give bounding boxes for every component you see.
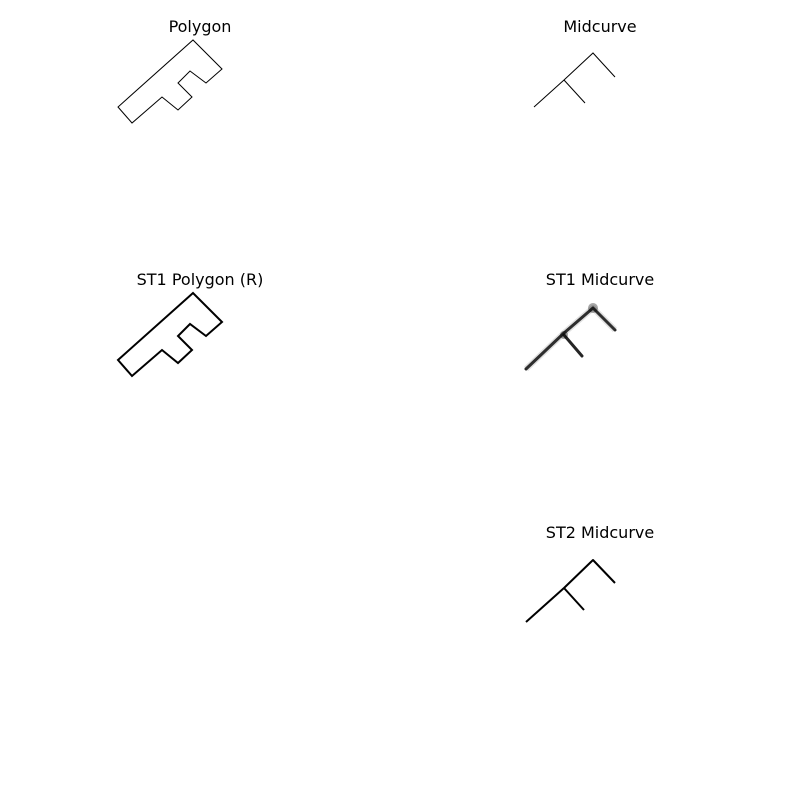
- polygon-shape: [100, 0, 300, 200]
- st1-midcurve-shape: [500, 253, 700, 453]
- st2-midcurve-shape: [500, 506, 700, 706]
- midcurve-shape: [500, 0, 700, 200]
- panel-polygon: Polygon: [100, 0, 300, 200]
- panel-st1-polygon: ST1 Polygon (R): [100, 253, 300, 453]
- st1-polygon-shape: [100, 253, 300, 453]
- panel-st2-midcurve: ST2 Midcurve: [500, 506, 700, 706]
- panel-st1-midcurve: ST1 Midcurve: [500, 253, 700, 453]
- panel-midcurve: Midcurve: [500, 0, 700, 200]
